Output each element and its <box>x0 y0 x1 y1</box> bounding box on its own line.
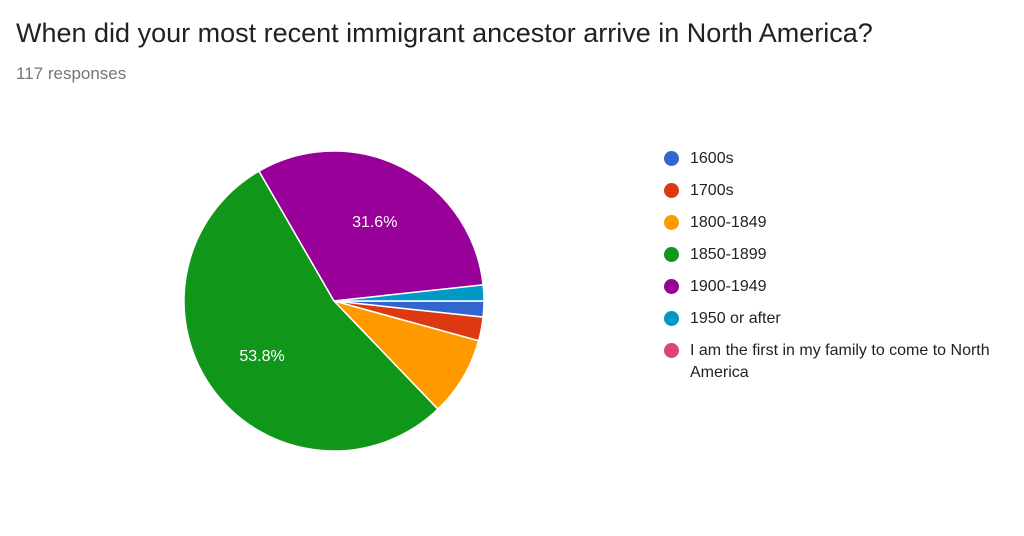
legend-swatch <box>664 343 679 358</box>
legend-swatch <box>664 215 679 230</box>
legend-label: I am the first in my family to come to N… <box>690 342 990 381</box>
legend-swatch <box>664 311 679 326</box>
legend-swatch <box>664 279 679 294</box>
legend-swatch <box>664 151 679 166</box>
legend-item[interactable]: I am the first in my family to come to N… <box>664 340 1010 381</box>
legend: 1600s 1700s 1800-1849 1850-1899 1900-1949 195… <box>664 148 1010 381</box>
data-label: 53.8% <box>239 348 284 365</box>
legend-item[interactable]: 1800-1849 <box>664 212 1010 244</box>
legend-label: 1900-1949 <box>690 278 767 295</box>
legend-label: 1800-1849 <box>690 214 767 231</box>
data-label: 31.6% <box>352 214 397 231</box>
pie-slice-1900-1949[interactable] <box>257 150 484 302</box>
pie-slice-1850-1899[interactable] <box>183 170 439 452</box>
response-count: 117 responses <box>16 64 127 83</box>
legend-item[interactable]: 1600s <box>664 148 1010 180</box>
legend-item[interactable]: 1950 or after <box>664 308 1010 340</box>
legend-label: 1700s <box>690 182 734 199</box>
legend-item[interactable]: 1700s <box>664 180 1010 212</box>
legend-item[interactable]: 1900-1949 <box>664 276 1010 308</box>
legend-item[interactable]: 1850-1899 <box>664 244 1010 276</box>
legend-label: 1600s <box>690 150 734 167</box>
legend-label: 1850-1899 <box>690 246 767 263</box>
legend-label: 1950 or after <box>690 310 781 327</box>
legend-swatch <box>664 183 679 198</box>
pie-slice-1950-or-after[interactable] <box>333 284 485 302</box>
chart-title: When did your most recent immigrant ance… <box>16 18 873 48</box>
legend-swatch <box>664 247 679 262</box>
